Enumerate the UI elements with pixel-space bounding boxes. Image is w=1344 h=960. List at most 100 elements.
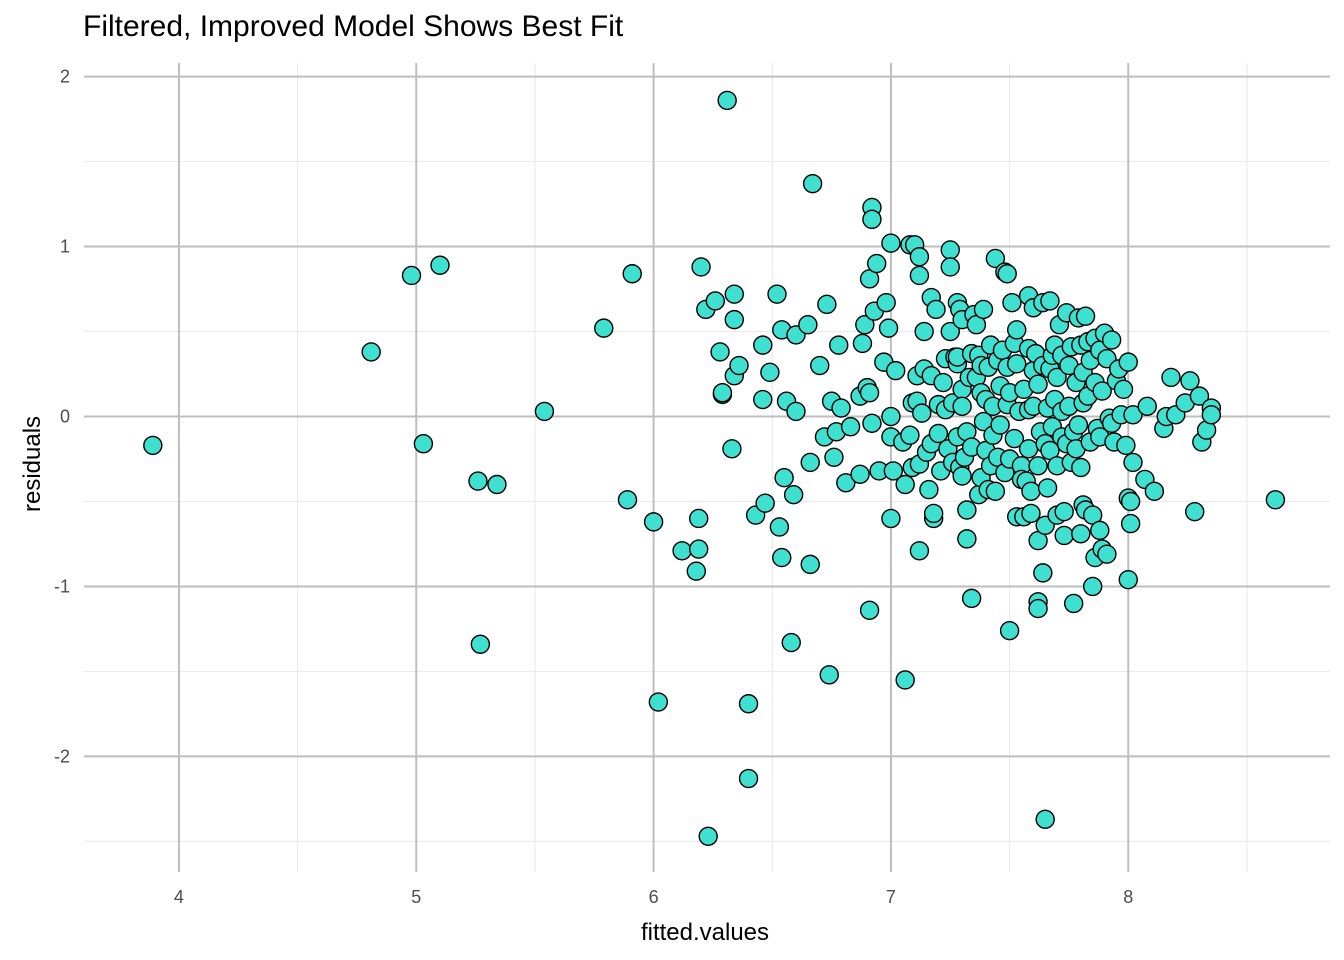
data-point (878, 318, 899, 338)
data-point (753, 335, 773, 355)
data-point (1028, 598, 1048, 619)
data-point (622, 264, 642, 284)
data-point (923, 503, 944, 524)
data-point (1144, 481, 1165, 501)
y-axis-title: residuals (19, 416, 46, 512)
data-point (1123, 452, 1143, 473)
data-point (729, 355, 749, 376)
data-point (468, 471, 488, 491)
data-point (859, 383, 880, 403)
data-point (705, 291, 726, 311)
data-point (1092, 381, 1112, 401)
data-point (1007, 354, 1027, 374)
data-point (401, 265, 422, 286)
data-point (957, 529, 977, 549)
data-point (1040, 291, 1060, 311)
data-point (1063, 593, 1084, 614)
data-point (1028, 456, 1048, 476)
data-point (769, 517, 790, 537)
data-point (1002, 292, 1022, 313)
data-point (840, 417, 861, 437)
data-point (1068, 415, 1089, 435)
data-point (999, 620, 1020, 641)
data-point (810, 355, 830, 376)
y-tick-label: -1 (54, 576, 70, 596)
data-point (717, 90, 737, 111)
data-point (952, 396, 972, 417)
data-point (1004, 428, 1025, 449)
data-point (1007, 320, 1027, 340)
data-point (594, 318, 614, 338)
data-point (885, 360, 906, 381)
data-point (672, 541, 692, 561)
data-point (688, 539, 709, 559)
data-point (1054, 501, 1074, 522)
data-point (772, 547, 792, 568)
data-point (648, 692, 669, 712)
data-point (819, 665, 839, 685)
data-point (919, 479, 939, 500)
data-point (952, 466, 972, 486)
data-point (912, 403, 932, 423)
data-point (957, 500, 977, 520)
data-point (909, 247, 930, 267)
data-point (1082, 576, 1103, 597)
data-point (824, 447, 844, 468)
data-point (1054, 525, 1074, 546)
data-point (738, 768, 759, 789)
data-point (1101, 330, 1122, 350)
data-point (900, 425, 920, 445)
data-point (1116, 435, 1136, 456)
data-point (881, 233, 901, 253)
x-axis-tick-labels: 4 5 6 7 8 (174, 887, 1133, 907)
data-point (534, 401, 555, 422)
x-tick-label: 4 (174, 887, 184, 907)
data-point (852, 333, 873, 354)
data-point (1123, 405, 1143, 425)
data-point (881, 508, 901, 529)
x-tick-label: 5 (411, 887, 421, 907)
data-point (940, 240, 960, 260)
data-point (738, 694, 759, 714)
minor-gridlines (84, 63, 1330, 872)
data-point (691, 257, 711, 277)
data-point (1118, 569, 1138, 590)
x-tick-label: 8 (1123, 887, 1133, 907)
data-point (767, 284, 787, 304)
data-point (710, 342, 730, 362)
data-point (859, 600, 880, 620)
data-point (724, 309, 744, 330)
data-point (926, 299, 946, 320)
data-point (724, 284, 744, 304)
data-point (1033, 563, 1053, 583)
data-point (800, 554, 820, 575)
data-point (1037, 478, 1058, 498)
data-point (361, 342, 381, 362)
data-point (1118, 352, 1138, 372)
data-point (1090, 520, 1110, 541)
data-point (1021, 481, 1041, 501)
data-point (895, 670, 915, 690)
data-point (909, 265, 930, 286)
y-axis-tick-labels: -2 -1 0 1 2 (54, 67, 70, 767)
data-point (1113, 379, 1134, 400)
data-point (617, 490, 638, 510)
data-point (755, 493, 775, 513)
data-point (933, 372, 953, 393)
data-point (413, 434, 434, 454)
data-point (760, 362, 780, 383)
data-point (783, 484, 804, 505)
data-point (786, 401, 806, 422)
data-point (753, 389, 773, 410)
data-point (143, 435, 163, 456)
x-tick-label: 6 (649, 887, 659, 907)
data-point (1021, 503, 1041, 524)
data-point (1120, 491, 1141, 512)
data-point (1161, 367, 1181, 388)
data-point (876, 292, 896, 313)
data-point (985, 481, 1006, 501)
data-point (430, 255, 450, 275)
data-point (836, 473, 856, 493)
data-point (1185, 501, 1205, 522)
